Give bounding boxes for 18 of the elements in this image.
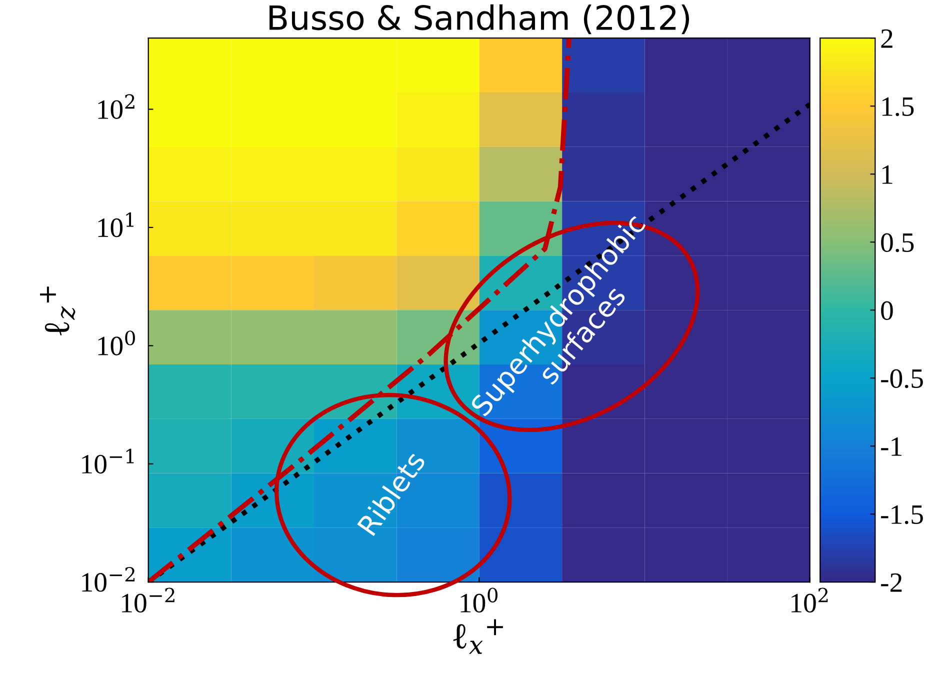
color-bar-label: -1.5 (881, 505, 923, 524)
color-bar-label: 0.5 (881, 233, 914, 252)
chart-title: Busso & Sandham (2012) (270, 4, 690, 34)
y-tick-label: 10$^{1}$ (98, 212, 134, 238)
y-tick-label: 10$^{0}$ (98, 330, 135, 356)
color-bar-label: 0 (881, 301, 893, 320)
x-axis-title: ℓ$_{x}$$^{+}$ (453, 619, 503, 654)
x-tick-label: 10$^{2}$ (792, 588, 828, 613)
color-bar-label: 2 (881, 29, 892, 48)
y-tick-label: 10$^{2}$ (98, 94, 134, 119)
color-bar-label: -1 (881, 437, 902, 456)
color-bar-label: 1.5 (882, 97, 914, 116)
color-bar-label: -2 (881, 573, 902, 592)
x-tick-label: 10$^{0}$ (460, 588, 498, 613)
color-bar-label: -0.5 (881, 369, 923, 388)
y-axis-title: ℓ$_{z}$$^{+}$ (40, 286, 76, 336)
y-tick-label: 10$^{−1}$ (82, 448, 134, 474)
color-bar-label: 1 (882, 165, 892, 184)
